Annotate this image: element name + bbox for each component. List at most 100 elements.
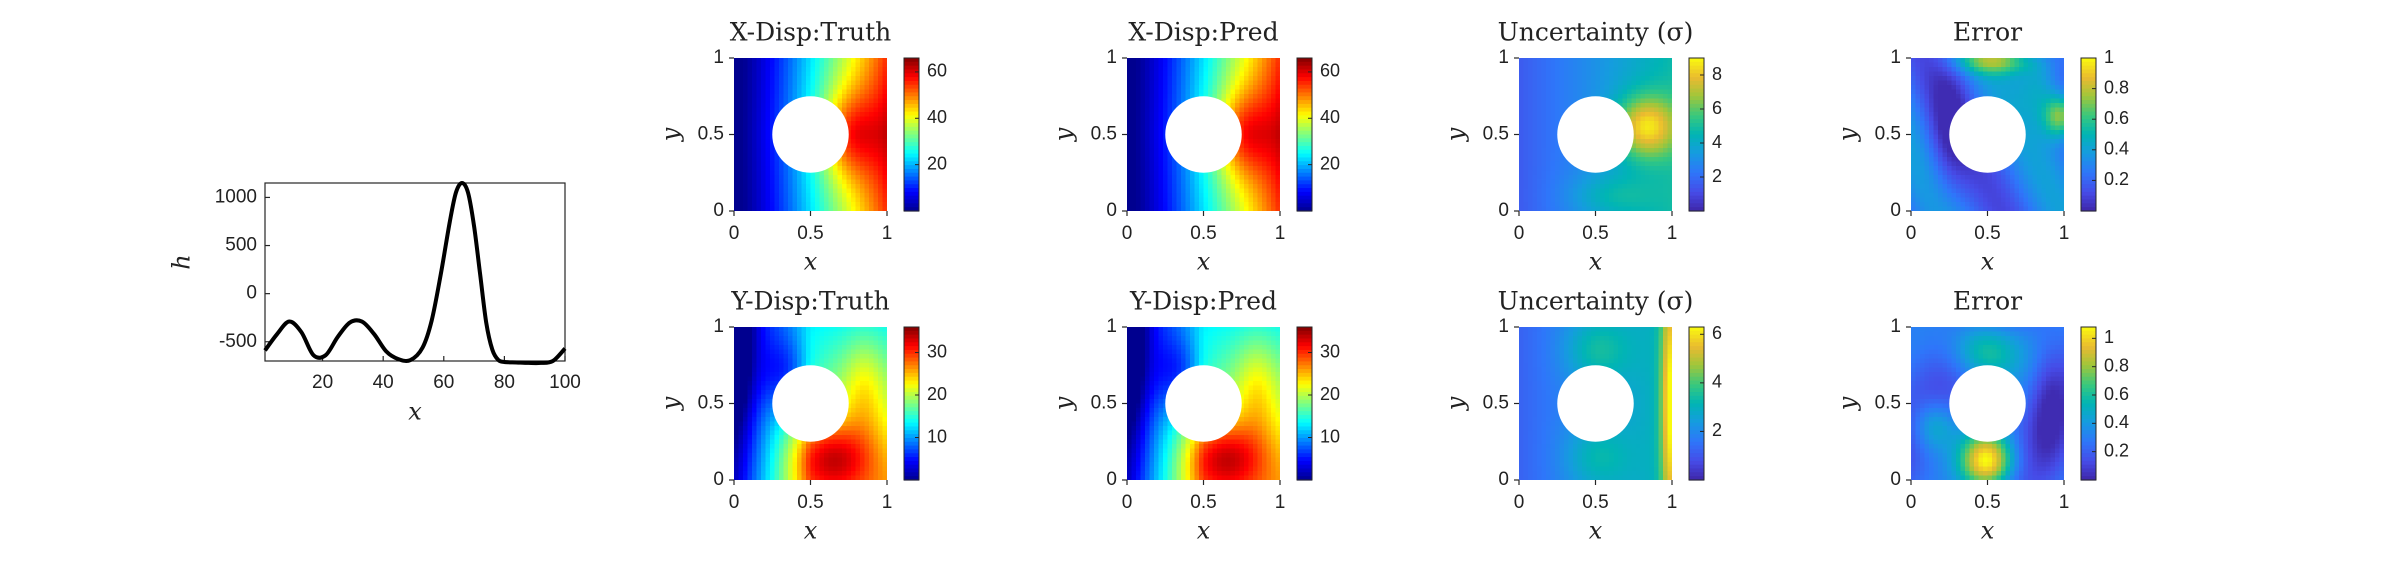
- heatmap-cell: [1920, 71, 1926, 77]
- heatmap-cell: [1586, 175, 1592, 181]
- heatmap-cell: [1636, 58, 1642, 64]
- heatmap-cell: [1640, 76, 1646, 82]
- heatmap-cell: [1667, 80, 1672, 86]
- heatmap-cell: [752, 202, 758, 208]
- heatmap-cell: [1266, 166, 1272, 172]
- heatmap-cell: [2032, 58, 2038, 64]
- colorbar-tick-label: 40: [1320, 107, 1340, 127]
- heatmap-cell: [1649, 197, 1655, 203]
- heatmap-cell: [1929, 67, 1935, 73]
- heatmap-cell: [842, 166, 848, 172]
- heatmap-cell: [1239, 71, 1245, 77]
- heatmap-cell: [756, 62, 762, 68]
- heatmap-cell: [788, 175, 794, 181]
- heatmap-cell: [1167, 193, 1173, 199]
- heatmap-cell: [1235, 58, 1241, 64]
- colorbar-segment: [1689, 195, 1704, 201]
- heatmap-cell: [1154, 98, 1160, 104]
- heatmap-cell: [1983, 80, 1989, 86]
- heatmap-cell: [1915, 175, 1921, 181]
- heatmap-cell: [2023, 206, 2029, 211]
- heatmap-cell: [783, 170, 789, 176]
- heatmap-cell: [2032, 193, 2038, 199]
- heatmap-cell: [1582, 89, 1588, 95]
- heatmap-cell: [855, 85, 861, 91]
- heatmap-cell: [1145, 134, 1151, 140]
- heatmap-cell: [765, 202, 771, 208]
- heatmap-cell: [752, 121, 758, 127]
- heatmap-cell: [1127, 130, 1133, 136]
- heatmap-cell: [1519, 188, 1525, 194]
- heatmap-cell: [2019, 179, 2025, 185]
- heatmap-cell: [1262, 161, 1268, 167]
- heatmap-cell: [824, 85, 830, 91]
- heatmap-cell: [1591, 80, 1597, 86]
- heatmap-cell: [1663, 85, 1669, 91]
- heatmap-cell: [1947, 80, 1953, 86]
- heatmap-cell: [738, 453, 744, 459]
- heatmap-cell: [1996, 94, 2002, 100]
- heatmap-cell: [1140, 161, 1146, 167]
- heatmap-cell: [864, 139, 870, 145]
- heatmap-cell: [1564, 206, 1570, 211]
- heatmap-cell: [743, 157, 749, 163]
- heatmap-cell: [779, 71, 785, 77]
- heatmap-cell: [1176, 62, 1182, 68]
- heatmap-cell: [2041, 197, 2047, 203]
- heatmap-cell: [1131, 134, 1137, 140]
- heatmap-cell: [756, 67, 762, 73]
- colorbar-segment: [904, 149, 919, 155]
- heatmap-cell: [770, 161, 776, 167]
- heatmap-cell: [1149, 71, 1155, 77]
- heatmap-cell: [864, 67, 870, 73]
- heatmap-cell: [2037, 175, 2043, 181]
- heatmap-cell: [1564, 188, 1570, 194]
- heatmap-cell: [747, 202, 753, 208]
- heatmap-cell: [837, 179, 843, 185]
- heatmap-cell: [1532, 116, 1538, 122]
- heatmap-cell: [815, 193, 821, 199]
- heatmap-cell: [2023, 98, 2029, 104]
- heatmap-cell: [2037, 148, 2043, 154]
- heatmap-cell: [1965, 58, 1971, 64]
- heatmap-cell: [1266, 71, 1272, 77]
- heatmap-cell: [1541, 134, 1547, 140]
- heatmap-cell: [1582, 179, 1588, 185]
- heatmap-cell: [743, 107, 749, 113]
- heatmap-cell: [1158, 85, 1164, 91]
- heatmap-cell: [1194, 94, 1200, 100]
- heatmap-cell: [1262, 188, 1268, 194]
- heatmap-cell: [1595, 80, 1601, 86]
- heatmap-cell: [2046, 125, 2052, 131]
- heatmap-cell: [1920, 89, 1926, 95]
- heatmap-cell: [1145, 152, 1151, 158]
- heatmap-cell: [738, 85, 744, 91]
- heatmap-cell: [1640, 103, 1646, 109]
- heatmap-cell: [833, 166, 839, 172]
- heatmap-cell: [1248, 188, 1254, 194]
- heatmap-cell: [738, 148, 744, 154]
- heatmap-cell: [1559, 188, 1565, 194]
- heatmap-cell: [2005, 193, 2011, 199]
- heatmap-cell: [2023, 148, 2029, 154]
- heatmap-cell: [1244, 121, 1250, 127]
- heatmap-cell: [2001, 76, 2007, 82]
- heatmap-cell: [1275, 116, 1280, 122]
- heatmap-cell: [1924, 175, 1930, 181]
- heatmap-cell: [878, 116, 884, 122]
- heatmap-cell: [2019, 58, 2025, 64]
- heatmap-cell: [1167, 94, 1173, 100]
- heatmap-cell: [1532, 179, 1538, 185]
- heatmap-cell: [779, 85, 785, 91]
- heatmap-cell: [1920, 76, 1926, 82]
- heatmap-cell: [1613, 62, 1619, 68]
- heatmap-cell: [1266, 134, 1272, 140]
- heatmap-cell: [1649, 80, 1655, 86]
- heatmap-cell: [864, 85, 870, 91]
- heatmap-cell: [860, 62, 866, 68]
- x-axis-label: x: [1981, 248, 1995, 276]
- heatmap-cell: [1271, 85, 1277, 91]
- heatmap-cell: [1924, 107, 1930, 113]
- colorbar-segment: [904, 77, 919, 82]
- heatmap-cell: [2050, 152, 2056, 158]
